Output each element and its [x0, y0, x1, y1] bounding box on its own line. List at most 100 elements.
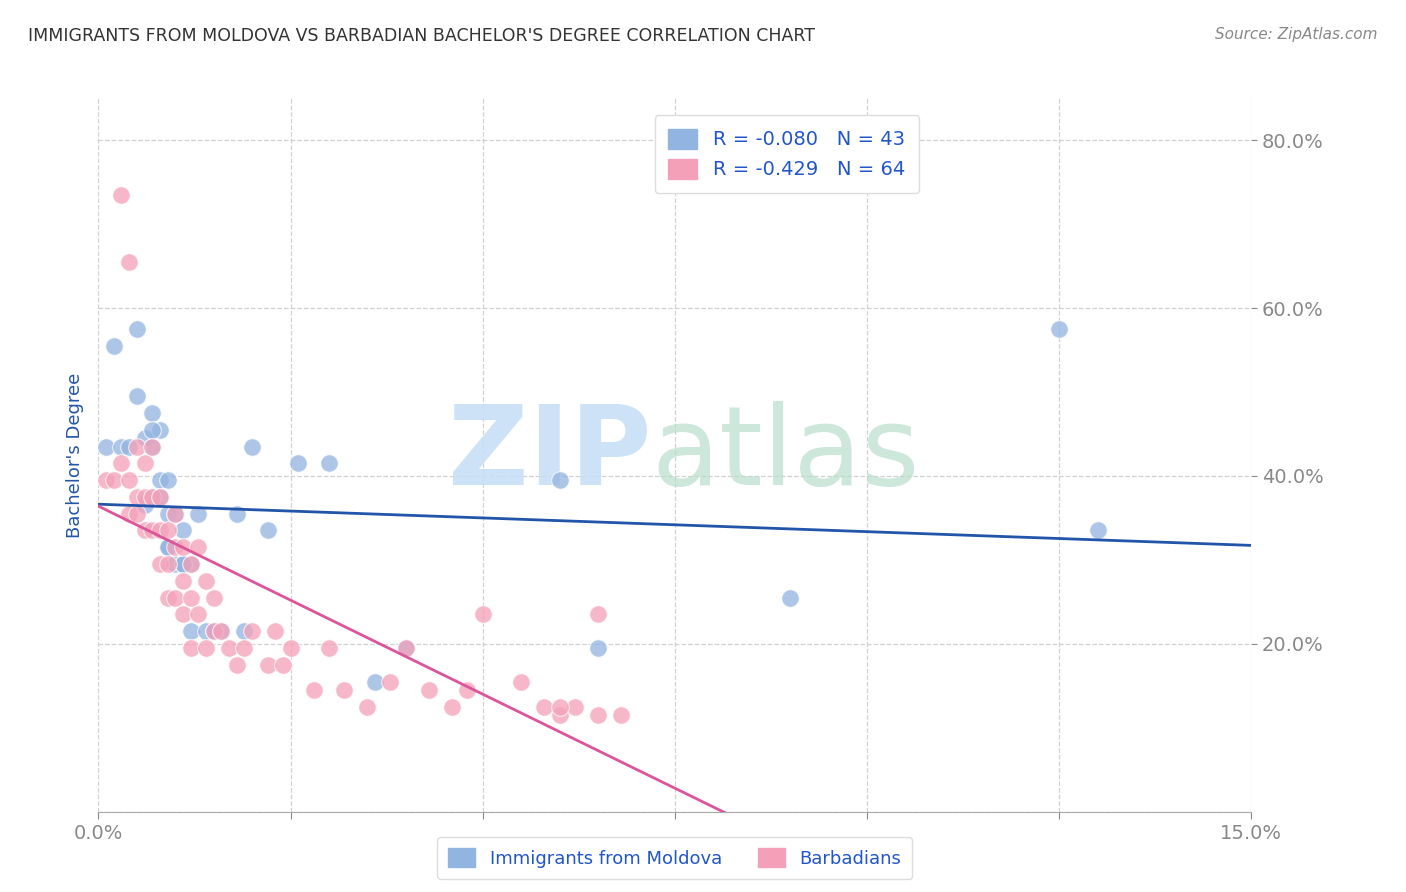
- Point: [141, 490, 163, 504]
- Point: [187, 607, 209, 622]
- Point: [149, 423, 172, 437]
- Point: [510, 674, 533, 689]
- Point: [586, 640, 609, 655]
- Point: [149, 473, 172, 487]
- Point: [779, 591, 801, 605]
- Point: [202, 624, 225, 639]
- Point: [156, 557, 179, 571]
- Point: [225, 507, 247, 521]
- Point: [333, 683, 356, 698]
- Point: [302, 683, 325, 698]
- Point: [180, 591, 202, 605]
- Point: [256, 524, 278, 538]
- Point: [180, 624, 202, 639]
- Text: atlas: atlas: [652, 401, 921, 508]
- Point: [156, 524, 179, 538]
- Point: [172, 557, 194, 571]
- Point: [586, 708, 609, 723]
- Y-axis label: Bachelor's Degree: Bachelor's Degree: [66, 372, 84, 538]
- Point: [149, 490, 172, 504]
- Point: [172, 607, 194, 622]
- Point: [149, 490, 172, 504]
- Point: [1087, 524, 1109, 538]
- Point: [134, 431, 156, 445]
- Point: [548, 708, 571, 723]
- Point: [172, 574, 194, 588]
- Point: [103, 473, 125, 487]
- Point: [209, 624, 232, 639]
- Point: [380, 674, 402, 689]
- Point: [240, 440, 263, 454]
- Point: [110, 187, 132, 202]
- Point: [395, 640, 418, 655]
- Point: [141, 440, 163, 454]
- Point: [418, 683, 440, 698]
- Point: [134, 490, 156, 504]
- Point: [118, 440, 141, 454]
- Point: [125, 440, 148, 454]
- Point: [156, 541, 179, 555]
- Point: [172, 557, 194, 571]
- Point: [202, 624, 225, 639]
- Point: [125, 507, 148, 521]
- Point: [180, 557, 202, 571]
- Point: [94, 440, 117, 454]
- Point: [440, 699, 463, 714]
- Point: [134, 524, 156, 538]
- Legend: R = -0.080   N = 43, R = -0.429   N = 64: R = -0.080 N = 43, R = -0.429 N = 64: [655, 115, 918, 193]
- Point: [356, 699, 378, 714]
- Point: [202, 591, 225, 605]
- Point: [533, 699, 555, 714]
- Point: [225, 657, 247, 672]
- Point: [165, 507, 187, 521]
- Point: [172, 541, 194, 555]
- Point: [610, 708, 633, 723]
- Point: [156, 473, 179, 487]
- Point: [218, 640, 240, 655]
- Point: [256, 657, 278, 672]
- Point: [165, 591, 187, 605]
- Point: [318, 640, 340, 655]
- Point: [548, 473, 571, 487]
- Point: [110, 456, 132, 470]
- Point: [134, 498, 156, 512]
- Point: [195, 640, 218, 655]
- Point: [110, 440, 132, 454]
- Point: [233, 624, 256, 639]
- Point: [287, 456, 309, 470]
- Legend: Immigrants from Moldova, Barbadians: Immigrants from Moldova, Barbadians: [437, 838, 912, 879]
- Point: [471, 607, 494, 622]
- Point: [141, 440, 163, 454]
- Point: [240, 624, 263, 639]
- Point: [141, 406, 163, 420]
- Point: [125, 389, 148, 403]
- Point: [264, 624, 287, 639]
- Point: [456, 683, 478, 698]
- Point: [187, 507, 209, 521]
- Point: [156, 541, 179, 555]
- Point: [564, 699, 586, 714]
- Point: [149, 557, 172, 571]
- Text: ZIP: ZIP: [449, 401, 652, 508]
- Point: [165, 507, 187, 521]
- Point: [118, 473, 141, 487]
- Point: [187, 541, 209, 555]
- Point: [118, 507, 141, 521]
- Point: [156, 507, 179, 521]
- Point: [548, 699, 571, 714]
- Point: [180, 557, 202, 571]
- Point: [125, 490, 148, 504]
- Point: [195, 624, 218, 639]
- Point: [271, 657, 294, 672]
- Point: [141, 490, 163, 504]
- Point: [280, 640, 302, 655]
- Point: [149, 524, 172, 538]
- Point: [172, 524, 194, 538]
- Point: [586, 607, 609, 622]
- Point: [233, 640, 256, 655]
- Point: [125, 322, 148, 336]
- Point: [165, 557, 187, 571]
- Point: [156, 591, 179, 605]
- Point: [395, 640, 418, 655]
- Point: [180, 640, 202, 655]
